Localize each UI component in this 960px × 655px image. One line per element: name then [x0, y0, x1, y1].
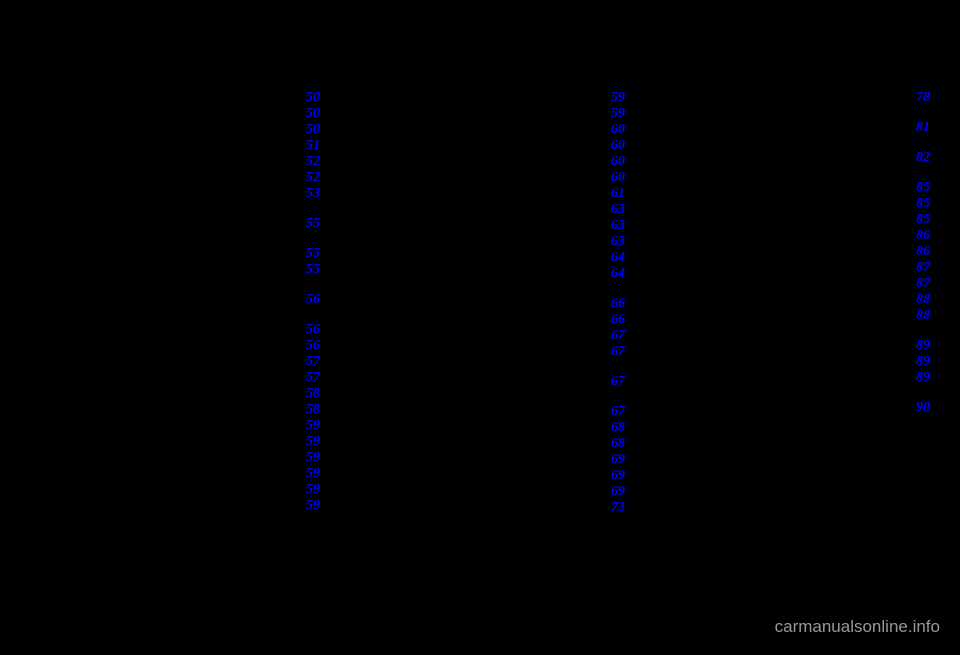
columns-container: 5050505152525355555556565657575858595959… [0, 0, 960, 580]
page-number-link[interactable]: 50 [306, 106, 320, 122]
page-number-link[interactable]: 69 [611, 484, 625, 500]
page-number-link[interactable]: 90 [916, 400, 930, 416]
watermark-text: carmanualsonline.info [775, 617, 940, 637]
page-number-link[interactable]: 52 [306, 154, 320, 170]
page-number-link[interactable]: 50 [306, 90, 320, 106]
page-number-link[interactable]: 85 [916, 180, 930, 196]
page-number-link[interactable]: 60 [611, 138, 625, 154]
page-number-link[interactable]: 86 [916, 228, 930, 244]
page-number-link[interactable]: 85 [916, 212, 930, 228]
page-number-link[interactable]: 55 [306, 246, 320, 262]
page-number-link[interactable]: 59 [306, 466, 320, 482]
page-number-link[interactable]: 89 [916, 338, 930, 354]
page-number-link[interactable]: 53 [306, 186, 320, 202]
column-2: 5959606060606163636364646666676767676868… [335, 90, 625, 580]
page-number-link[interactable]: 81 [916, 120, 930, 136]
page-number-link[interactable]: 89 [916, 370, 930, 386]
page-number-link[interactable]: 66 [611, 312, 625, 328]
page-number-link[interactable]: 63 [611, 234, 625, 250]
page-number-link[interactable]: 64 [611, 266, 625, 282]
page-number-link[interactable]: 55 [306, 262, 320, 278]
column-1: 5050505152525355555556565657575858595959… [30, 90, 320, 580]
page-number-link[interactable]: 60 [611, 154, 625, 170]
page-number-link[interactable]: 69 [611, 452, 625, 468]
page-number-link[interactable]: 59 [611, 106, 625, 122]
page-number-link[interactable]: 86 [916, 244, 930, 260]
page-number-link[interactable]: 58 [306, 402, 320, 418]
page-number-link[interactable]: 50 [306, 122, 320, 138]
page-number-link[interactable]: 52 [306, 170, 320, 186]
page-number-link[interactable]: 56 [306, 292, 320, 308]
page-number-link[interactable]: 57 [306, 354, 320, 370]
page-number-link[interactable]: 89 [916, 354, 930, 370]
page-number-link[interactable]: 60 [611, 170, 625, 186]
page-number-link[interactable]: 66 [611, 296, 625, 312]
page-number-link[interactable]: 55 [306, 216, 320, 232]
page-number-link[interactable]: 58 [306, 386, 320, 402]
page-number-link[interactable]: 87 [916, 276, 930, 292]
page-number-link[interactable]: 67 [611, 344, 625, 360]
page-number-link[interactable]: 59 [306, 498, 320, 514]
page-number-link[interactable]: 59 [306, 450, 320, 466]
page-number-link[interactable]: 56 [306, 338, 320, 354]
page-number-link[interactable]: 85 [916, 196, 930, 212]
page-number-link[interactable]: 88 [916, 292, 930, 308]
page-number-link[interactable]: 82 [916, 150, 930, 166]
page-number-link[interactable]: 57 [306, 370, 320, 386]
page-number-link[interactable]: 61 [611, 186, 625, 202]
page-number-link[interactable]: 67 [611, 374, 625, 390]
page-number-link[interactable]: 68 [611, 420, 625, 436]
page-number-link[interactable]: 59 [306, 418, 320, 434]
page-number-link[interactable]: 60 [611, 122, 625, 138]
page-number-link[interactable]: 73 [611, 500, 625, 516]
page-number-link[interactable]: 67 [611, 404, 625, 420]
page-number-link[interactable]: 78 [916, 90, 930, 106]
page-number-link[interactable]: 56 [306, 322, 320, 338]
page-number-link[interactable]: 64 [611, 250, 625, 266]
column-3: 78818285858586868787888889898990 [640, 90, 930, 580]
page-number-link[interactable]: 59 [306, 434, 320, 450]
page-number-link[interactable]: 63 [611, 202, 625, 218]
page-number-link[interactable]: 69 [611, 468, 625, 484]
page-number-link[interactable]: 87 [916, 260, 930, 276]
page-number-link[interactable]: 63 [611, 218, 625, 234]
page-number-link[interactable]: 88 [916, 308, 930, 324]
page-number-link[interactable]: 59 [306, 482, 320, 498]
page-number-link[interactable]: 59 [611, 90, 625, 106]
page-number-link[interactable]: 68 [611, 436, 625, 452]
page-number-link[interactable]: 67 [611, 328, 625, 344]
page-number-link[interactable]: 51 [306, 138, 320, 154]
